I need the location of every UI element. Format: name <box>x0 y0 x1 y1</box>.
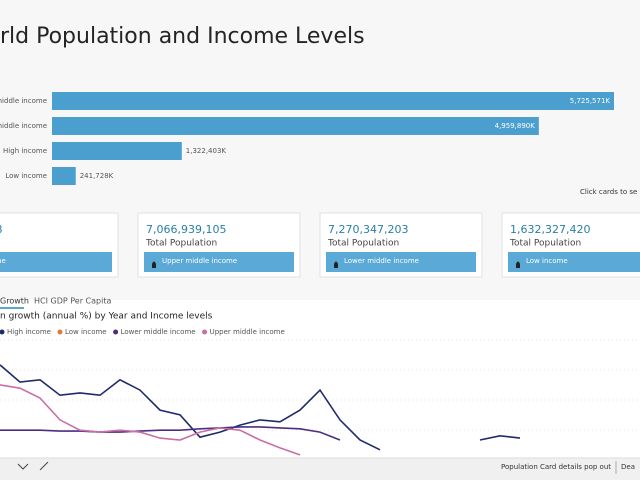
tab[interactable]: Growth <box>0 297 29 306</box>
card-label: Total Population <box>145 239 217 249</box>
legend-marker[interactable] <box>202 329 208 335</box>
card-category-bar <box>0 252 112 272</box>
card-category: Income <box>0 257 6 265</box>
legend-marker[interactable] <box>113 329 119 335</box>
chevron-icon[interactable] <box>17 463 29 470</box>
bar[interactable] <box>52 117 539 135</box>
card-value: 7,270,347,203 <box>328 223 408 236</box>
data-label: 5,725,571K <box>570 97 611 105</box>
expand-icon[interactable] <box>39 461 49 471</box>
bar[interactable] <box>52 142 182 160</box>
card-category-bar <box>508 252 640 272</box>
legend-label[interactable]: Lower middle income <box>121 328 196 336</box>
category-label: High income <box>3 147 47 155</box>
series-line <box>0 384 301 456</box>
card-label: pulation <box>0 239 1 249</box>
series-line <box>0 364 521 451</box>
bar[interactable] <box>52 167 76 185</box>
legend-marker[interactable] <box>0 329 5 335</box>
series-line <box>0 426 341 441</box>
category-label: middle income <box>0 122 47 130</box>
category-label: Low income <box>5 172 47 180</box>
card-category: Upper middle income <box>162 257 237 265</box>
status-text[interactable]: Dea <box>621 463 635 471</box>
card-label: Total Population <box>327 239 399 249</box>
line-panel <box>0 300 640 458</box>
person-icon <box>516 261 520 268</box>
status-text[interactable]: Population Card details pop out <box>501 463 611 471</box>
card-value: 1,632,327,420 <box>510 223 590 236</box>
data-label: 4,959,890K <box>495 122 536 130</box>
bar[interactable] <box>52 92 614 110</box>
card-category-bar <box>326 252 476 272</box>
person-icon <box>334 261 338 268</box>
tab[interactable]: HCI GDP Per Capita <box>34 297 111 306</box>
data-label: 1,322,403K <box>186 147 227 155</box>
page-title: rld Population and Income Levels <box>0 24 365 49</box>
status-bar <box>0 458 640 480</box>
legend-label[interactable]: High income <box>7 328 51 336</box>
card-value: 97,088 <box>0 223 3 236</box>
card-label: Total Population <box>509 239 581 249</box>
legend-label[interactable]: Low income <box>65 328 107 336</box>
legend-label[interactable]: Upper middle income <box>210 328 285 336</box>
card-value: 7,066,939,105 <box>146 223 226 236</box>
data-label: 241,728K <box>80 172 114 180</box>
card-category: Low income <box>526 257 568 265</box>
legend-marker[interactable] <box>57 329 63 335</box>
card-category-bar <box>144 252 294 272</box>
person-icon <box>152 261 156 268</box>
category-label: middle income <box>0 97 47 105</box>
card-category: Lower middle income <box>344 257 419 265</box>
line-title: n growth (annual %) by Year and Income l… <box>0 312 213 322</box>
hint: Click cards to se <box>580 188 637 196</box>
